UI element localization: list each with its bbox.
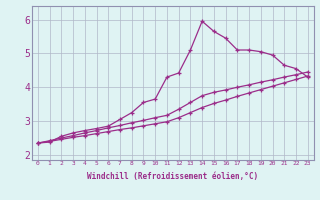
X-axis label: Windchill (Refroidissement éolien,°C): Windchill (Refroidissement éolien,°C) bbox=[87, 172, 258, 181]
